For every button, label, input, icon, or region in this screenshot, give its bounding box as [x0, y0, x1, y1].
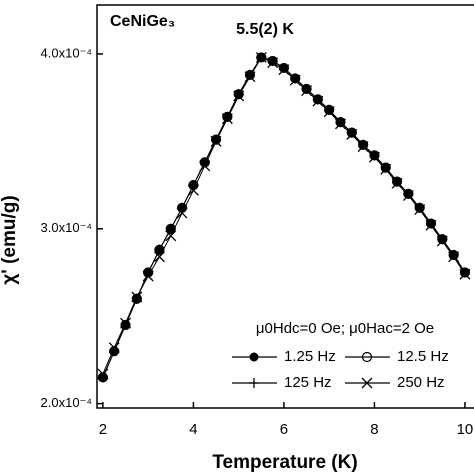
- legend-title: μ0Hdc=0 Oe; μ0Hac=2 Oe: [256, 320, 434, 337]
- peak-annotation: 5.5(2) K: [236, 21, 294, 38]
- marker: [222, 111, 233, 122]
- marker: [211, 134, 222, 145]
- marker: [131, 291, 143, 303]
- marker: [323, 106, 335, 118]
- marker: [176, 207, 188, 219]
- marker: [346, 128, 358, 140]
- x-tick-label: 10: [457, 421, 474, 438]
- marker: [177, 202, 188, 213]
- y-tick-label: 2.0x10⁻⁴: [41, 395, 92, 410]
- marker: [221, 113, 233, 125]
- marker: [142, 270, 154, 282]
- marker: [120, 317, 131, 329]
- marker: [249, 352, 259, 362]
- marker: [255, 51, 267, 63]
- marker: [459, 268, 471, 280]
- marker: [199, 160, 211, 172]
- marker: [448, 250, 459, 261]
- marker: [436, 235, 448, 247]
- marker: [233, 89, 244, 100]
- x-tick-label: 8: [370, 421, 378, 438]
- marker: [335, 118, 346, 130]
- marker: [312, 95, 324, 107]
- marker: [324, 104, 335, 115]
- marker: [290, 73, 301, 84]
- x-tick-label: 6: [280, 421, 288, 438]
- marker: [120, 319, 131, 330]
- marker: [301, 83, 312, 94]
- marker: [267, 57, 279, 69]
- marker: [426, 218, 437, 229]
- marker: [165, 230, 177, 242]
- marker: [244, 71, 256, 83]
- marker: [278, 64, 290, 76]
- legend-label: 125 Hz: [284, 374, 332, 391]
- marker: [357, 141, 369, 153]
- x-tick-label: 2: [99, 421, 107, 438]
- marker: [368, 151, 380, 163]
- marker: [289, 74, 301, 86]
- marker: [380, 162, 391, 173]
- marker: [312, 94, 323, 105]
- marker: [233, 90, 245, 102]
- marker: [414, 204, 426, 216]
- marker: [346, 127, 357, 138]
- marker: [188, 180, 199, 191]
- marker: [301, 85, 313, 97]
- marker: [402, 190, 414, 202]
- marker: [403, 188, 414, 199]
- marker: [448, 251, 460, 263]
- marker: [187, 184, 199, 196]
- y-tick-label: 4.0x10⁻⁴: [41, 45, 92, 60]
- marker: [391, 177, 403, 189]
- marker: [244, 69, 255, 80]
- legend-label: 1.25 Hz: [284, 348, 336, 365]
- marker: [361, 377, 373, 389]
- legend-label: 250 Hz: [397, 374, 445, 391]
- marker: [425, 219, 437, 231]
- marker: [392, 176, 403, 187]
- x-tick-label: 4: [189, 421, 197, 438]
- marker: [361, 351, 373, 363]
- marker: [369, 150, 380, 161]
- marker: [335, 117, 346, 128]
- marker: [437, 234, 448, 245]
- marker: [249, 378, 259, 388]
- marker: [97, 368, 109, 380]
- marker: [459, 267, 470, 278]
- y-axis-title: χ' (emu/g): [0, 195, 20, 284]
- marker: [108, 342, 120, 354]
- marker: [153, 251, 165, 263]
- marker: [414, 202, 425, 213]
- marker: [380, 163, 392, 175]
- marker: [210, 135, 222, 147]
- x-axis-title: Temperature (K): [212, 452, 357, 473]
- y-tick-label: 3.0x10⁻⁴: [41, 220, 92, 235]
- legend-label: 12.5 Hz: [397, 348, 449, 365]
- marker: [358, 139, 369, 150]
- plot-frame: [96, 4, 474, 409]
- marker: [131, 293, 142, 304]
- compound-label: CeNiGe₃: [110, 13, 175, 30]
